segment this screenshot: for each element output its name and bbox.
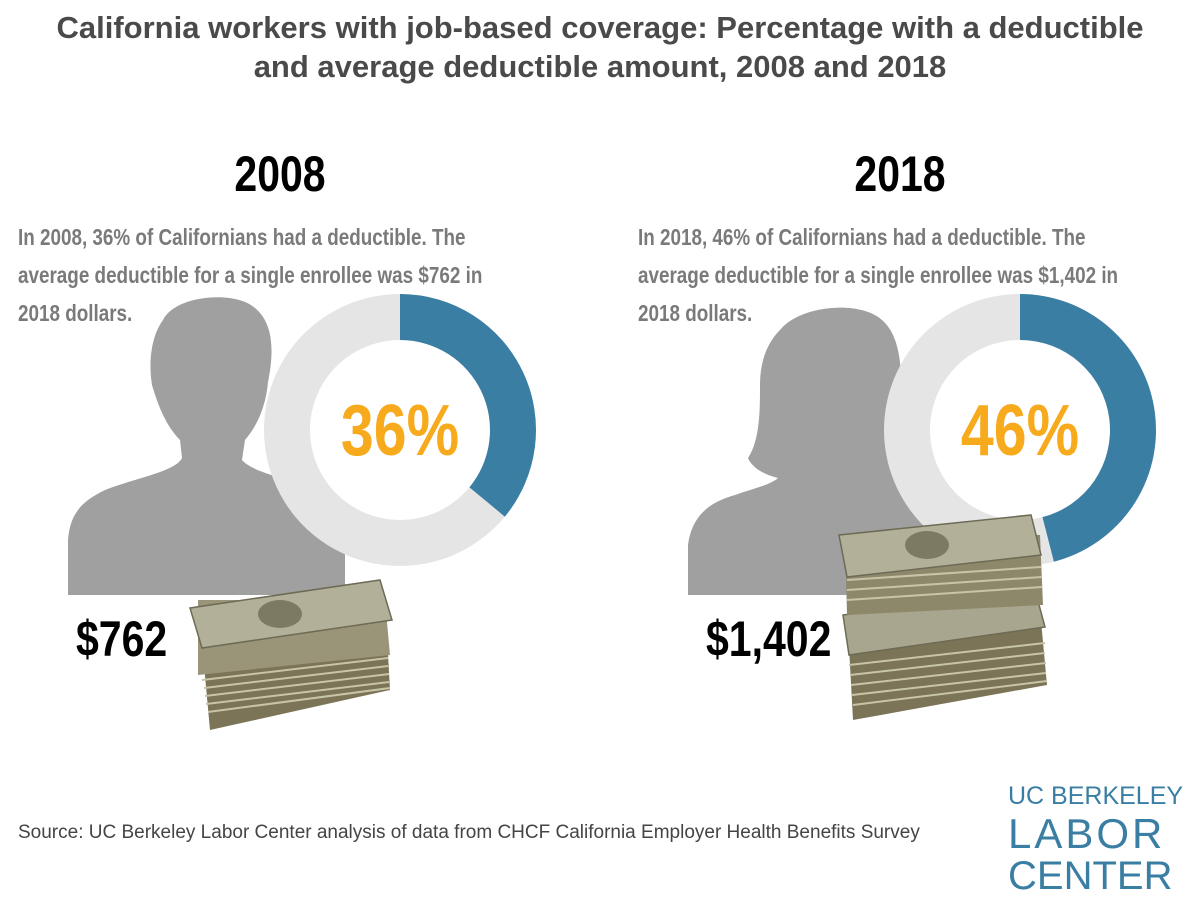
deductible-amount-label: $1,402 <box>706 611 832 667</box>
donut-slice-no-deductible <box>263 294 505 566</box>
panel-2018: 2018 In 2018, 46% of Californians had a … <box>620 130 1180 770</box>
cash-stack-double-icon <box>838 514 1048 720</box>
year-description: In 2008, 36% of Californians had a deduc… <box>18 224 483 326</box>
man-silhouette-icon <box>68 297 345 595</box>
source-note: Source: UC Berkeley Labor Center analysi… <box>18 822 920 843</box>
panel-2008: 2008 In 2008, 36% of Californians had a … <box>0 130 560 770</box>
year-heading: 2018 <box>854 146 946 202</box>
logo-line-2: LABOR <box>1008 810 1166 857</box>
center-percent-label: 36% <box>341 390 459 471</box>
donut-chart-2018 <box>883 294 1156 566</box>
logo-line-3: CENTER <box>1008 854 1173 898</box>
uc-berkeley-labor-center-logo: UC BERKELEY LABOR CENTER <box>1008 782 1183 898</box>
donut-figure-2018: 46% <box>688 294 1156 720</box>
year-description: In 2018, 46% of Californians had a deduc… <box>638 224 1119 326</box>
center-percent-label: 46% <box>961 390 1079 471</box>
logo-line-1: UC BERKELEY <box>1008 782 1184 810</box>
donut-slice-no-deductible <box>883 294 1054 566</box>
donut-slice-deductible <box>1020 294 1156 562</box>
year-heading: 2008 <box>234 146 326 202</box>
donut-slice-deductible <box>400 294 536 517</box>
chart-title: California workers with job-based covera… <box>56 10 1144 84</box>
cash-stack-icon <box>189 579 393 730</box>
donut-figure-2008: 36% <box>68 294 536 730</box>
donut-chart-2008 <box>263 294 536 566</box>
deductible-amount-label: $762 <box>76 611 168 667</box>
